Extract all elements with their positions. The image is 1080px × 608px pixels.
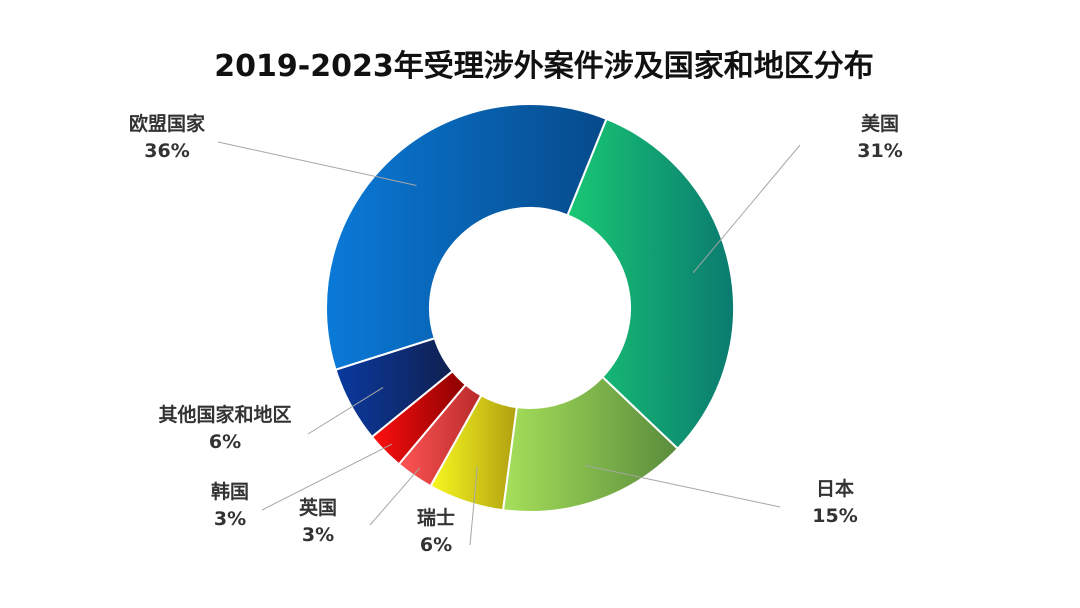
chart-leader-lines <box>217 141 801 546</box>
leader-line-1 <box>585 465 781 508</box>
slice-label-1: 日本 <box>816 477 854 500</box>
chart-title: 2019-2023年受理涉外案件涉及国家和地区分布 <box>214 49 873 84</box>
leader-line-3 <box>369 467 421 526</box>
slice-label-2: 瑞士 <box>417 506 455 529</box>
chart-data-labels: 美国 31% 日本 15% 瑞士 6% 英国 3% 韩国 3% 其他国家和地区 6% 欧盟国家 36% <box>129 112 903 556</box>
slice-value-6: 36% <box>144 140 189 162</box>
slice-1 <box>501 375 680 513</box>
slice-label-0: 美国 <box>861 112 899 135</box>
slice-value-4: 3% <box>214 508 246 530</box>
slice-0 <box>566 117 735 451</box>
slice-label-5: 其他国家和地区 <box>158 403 291 426</box>
slice-label-6: 欧盟国家 <box>129 112 206 135</box>
slice-6 <box>325 103 608 371</box>
slice-value-3: 3% <box>302 524 334 546</box>
leader-line-0 <box>692 144 801 274</box>
slice-value-0: 31% <box>857 140 902 162</box>
slice-value-5: 6% <box>209 431 241 453</box>
slice-label-3: 英国 <box>299 496 337 519</box>
slice-label-4: 韩国 <box>211 480 249 503</box>
leader-line-4 <box>261 443 393 511</box>
chart-slices <box>325 103 735 513</box>
leader-line-5 <box>307 387 384 435</box>
leader-line-6 <box>217 141 417 186</box>
slice-value-1: 15% <box>812 505 857 527</box>
leader-line-2 <box>469 466 478 546</box>
slice-value-2: 6% <box>420 534 452 556</box>
